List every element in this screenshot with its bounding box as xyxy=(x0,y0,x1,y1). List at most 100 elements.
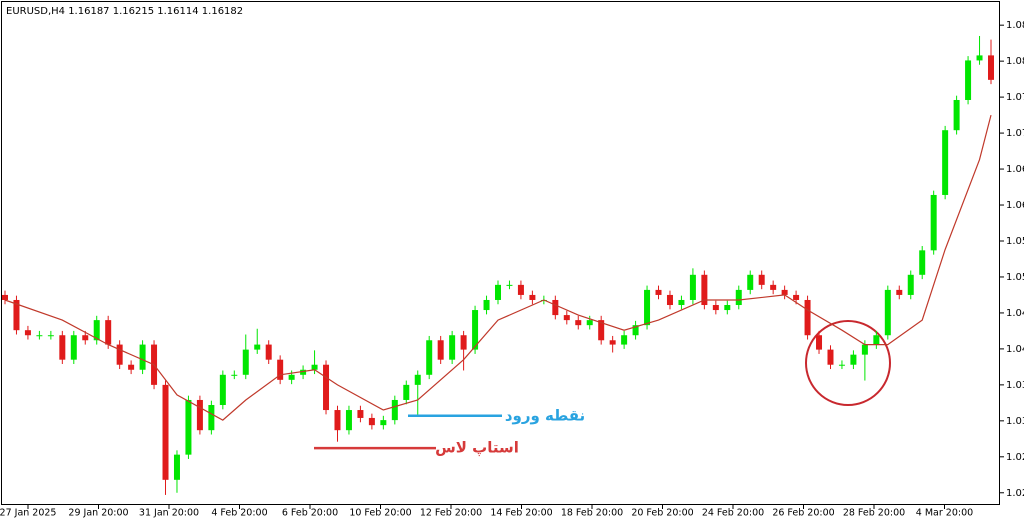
candle-body xyxy=(609,340,616,345)
candle-body xyxy=(919,250,926,275)
candle-body xyxy=(208,405,215,431)
x-tick-label: 31 Jan 20:00 xyxy=(139,508,199,519)
x-tick-label: 6 Feb 20:00 xyxy=(282,508,338,519)
candle-body xyxy=(896,289,903,295)
level-label: نقطه ورود xyxy=(505,406,585,424)
candle-body xyxy=(575,320,582,326)
candle-body xyxy=(563,315,570,321)
y-tick-label: 1.03 xyxy=(1006,380,1024,391)
candle-body xyxy=(552,299,559,316)
moving-average xyxy=(4,114,992,421)
candle-body xyxy=(529,294,536,300)
candle-body xyxy=(827,349,834,365)
candle-body xyxy=(288,374,295,380)
x-tick-label: 18 Feb 20:00 xyxy=(561,508,623,519)
candle-body xyxy=(105,320,112,345)
x-tick-label: 4 Mar 20:00 xyxy=(916,508,973,519)
candle-body xyxy=(242,349,249,375)
y-tick-label: 1.06 xyxy=(1006,200,1024,211)
candle-body xyxy=(816,335,823,350)
x-tick-label: 24 Feb 20:00 xyxy=(702,508,764,519)
y-tick-label: 1.04 xyxy=(1006,308,1024,319)
x-tick-label: 14 Feb 20:00 xyxy=(490,508,552,519)
candle-body xyxy=(724,305,731,311)
y-tick-label: 1.02 xyxy=(1006,488,1024,499)
x-tick-label: 4 Feb 20:00 xyxy=(211,508,267,519)
candle-body xyxy=(82,335,89,341)
candle-body xyxy=(884,289,891,336)
candle-body xyxy=(483,299,490,311)
candle-body xyxy=(277,359,284,380)
candle-body xyxy=(185,399,192,455)
y-tick-label: 1.07 xyxy=(1006,128,1024,139)
candle-body xyxy=(758,274,765,285)
y-tick-label: 1.02 xyxy=(1006,452,1024,463)
candle-body xyxy=(24,330,31,336)
candle-body xyxy=(254,344,261,350)
candle-body xyxy=(47,335,54,337)
candle-body xyxy=(701,274,708,306)
candle-body xyxy=(953,99,960,131)
candle-body xyxy=(689,274,696,300)
y-tick-label: 1.06 xyxy=(1006,164,1024,175)
candle-body xyxy=(59,335,66,360)
candle-body xyxy=(403,384,410,400)
y-tick-label: 1.04 xyxy=(1006,344,1024,355)
candle-body xyxy=(988,55,994,80)
candle-body xyxy=(850,354,857,365)
candle-body xyxy=(2,294,8,300)
x-tick-label: 28 Feb 20:00 xyxy=(843,508,905,519)
x-tick-label: 27 Jan 2025 xyxy=(0,508,56,519)
level-label: استاپ لاس xyxy=(435,439,519,457)
plot-frame xyxy=(1,1,1000,505)
y-tick-label: 1.08 xyxy=(1006,20,1024,31)
candle-body xyxy=(128,364,135,370)
candle-body xyxy=(804,299,811,336)
candle-body xyxy=(861,344,868,355)
candle-body xyxy=(449,335,456,360)
candle-body xyxy=(426,340,433,375)
candle-body xyxy=(139,344,146,370)
candle-body xyxy=(586,320,593,326)
candle-body xyxy=(380,420,387,426)
candle-body xyxy=(162,384,169,480)
candle-body xyxy=(632,325,639,336)
candle-body xyxy=(219,374,226,406)
candle-body xyxy=(666,294,673,306)
y-tick-label: 1.08 xyxy=(1006,56,1024,67)
candle-body xyxy=(678,299,685,306)
y-tick-label: 1.07 xyxy=(1006,92,1024,103)
candle-body xyxy=(770,284,777,290)
candle-body xyxy=(265,344,272,360)
candle-body xyxy=(976,55,983,61)
candle-body xyxy=(655,289,662,295)
candle-body xyxy=(437,340,444,360)
candle-body xyxy=(907,274,914,295)
candle-body xyxy=(644,289,651,326)
candle-body xyxy=(873,335,880,345)
candle-body xyxy=(838,364,845,366)
candle-body xyxy=(116,344,123,365)
candle-body xyxy=(368,417,375,426)
candle-body xyxy=(311,364,318,370)
candle-body xyxy=(460,335,467,350)
candle-body xyxy=(36,335,43,337)
candle-body xyxy=(735,289,742,306)
candle-body xyxy=(965,60,972,100)
candle-body xyxy=(472,310,479,350)
x-tick-label: 29 Jan 20:00 xyxy=(68,508,128,519)
candle-body xyxy=(621,335,628,345)
x-tick-label: 10 Feb 20:00 xyxy=(349,508,411,519)
x-tick-label: 12 Feb 20:00 xyxy=(420,508,482,519)
candle-body xyxy=(942,130,949,195)
highlight-circle xyxy=(805,320,891,406)
candle-body xyxy=(598,320,605,341)
candle-body xyxy=(793,294,800,300)
candle-body xyxy=(231,374,238,376)
candle-body xyxy=(414,374,421,385)
candle-body xyxy=(506,284,513,286)
candle-body xyxy=(930,194,937,251)
y-tick-label: 1.05 xyxy=(1006,236,1024,247)
